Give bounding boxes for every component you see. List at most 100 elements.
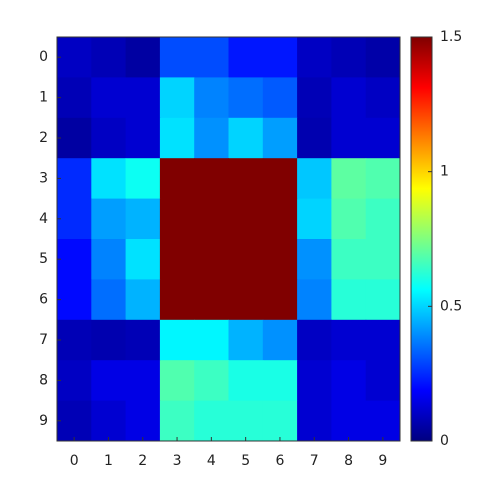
colorbar-tick-label: 1.5 [440, 29, 462, 45]
heatmap-cell [297, 117, 332, 159]
x-tick-label: 2 [138, 453, 147, 469]
heatmap-cell [228, 77, 264, 119]
heatmap-cells [57, 37, 401, 442]
heatmap-cell [365, 360, 401, 402]
heatmap-cell [125, 279, 161, 321]
heatmap-cell [331, 279, 367, 321]
heatmap-cell [228, 360, 264, 402]
heatmap-cell [331, 239, 367, 280]
heatmap-cell [159, 198, 195, 240]
heatmap-cell [228, 319, 264, 361]
plot-frame [56, 36, 401, 442]
heatmap-cell [297, 77, 332, 119]
heatmap-cell [125, 37, 161, 78]
heatmap-cell [297, 239, 332, 280]
heatmap-cell [159, 37, 195, 78]
heatmap-cell [194, 198, 229, 240]
heatmap-cell [125, 158, 161, 200]
heatmap-cell [365, 77, 401, 119]
heatmap-cell [297, 400, 332, 442]
heatmap-cell [91, 198, 127, 240]
heatmap-cell [194, 117, 229, 159]
y-tick-label: 1 [39, 90, 48, 106]
heatmap-cell [91, 239, 127, 280]
heatmap-cell [228, 117, 264, 159]
colorbar-tick-label: 0 [440, 433, 449, 449]
heatmap-cell [365, 158, 401, 200]
heatmap-cell [57, 319, 92, 361]
heatmap-cell [262, 239, 298, 280]
y-tick-label: 9 [39, 413, 48, 429]
x-tick-label: 3 [173, 453, 182, 469]
heatmap-cell [365, 37, 401, 78]
heatmap-cell [262, 158, 298, 200]
heatmap-cell [228, 158, 264, 200]
heatmap-cell [125, 239, 161, 280]
heatmap-cell [194, 37, 229, 78]
heatmap-cell [91, 77, 127, 119]
x-tick-label: 9 [378, 453, 387, 469]
heatmap-cell [365, 319, 401, 361]
heatmap-cell [262, 279, 298, 321]
y-tick-label: 8 [39, 372, 48, 388]
y-tick-label: 6 [39, 292, 48, 308]
heatmap-cell [125, 319, 161, 361]
y-tick-label: 4 [39, 211, 48, 227]
x-tick-label: 6 [275, 453, 284, 469]
heatmap-cell [125, 198, 161, 240]
x-tick-label: 4 [207, 453, 216, 469]
x-tick-label: 8 [344, 453, 353, 469]
heatmap-cell [159, 77, 195, 119]
heatmap-cell [194, 279, 229, 321]
heatmap-cell [228, 239, 264, 280]
heatmap-cell [194, 360, 229, 402]
heatmap-cell [91, 400, 127, 442]
heatmap-cell [228, 279, 264, 321]
heatmap-cell [262, 37, 298, 78]
heatmap-cell [194, 239, 229, 280]
heatmap-cell [159, 279, 195, 321]
heatmap-cell [262, 319, 298, 361]
heatmap-cell [365, 117, 401, 159]
heatmap-cell [91, 117, 127, 159]
y-tick-label: 2 [39, 130, 48, 146]
heatmap-cell [262, 198, 298, 240]
heatmap-cell [331, 117, 367, 159]
heatmap-cell [57, 117, 92, 159]
heatmap-cell [297, 319, 332, 361]
heatmap-cell [159, 158, 195, 200]
x-tick-label: 5 [241, 453, 250, 469]
heatmap-cell [331, 77, 367, 119]
heatmap-cell [262, 77, 298, 119]
heatmap-cell [57, 77, 92, 119]
heatmap-cell [57, 279, 92, 321]
heatmap-cell [331, 360, 367, 402]
heatmap-cell [297, 158, 332, 200]
heatmap-cell [228, 400, 264, 442]
heatmap-cell [91, 279, 127, 321]
heatmap-cell [331, 319, 367, 361]
heatmap-cell [365, 279, 401, 321]
x-tick-label: 1 [104, 453, 113, 469]
heatmap-cell [57, 37, 92, 78]
heatmap-cell [91, 360, 127, 402]
heatmap-cell [159, 319, 195, 361]
heatmap-cell [331, 400, 367, 442]
heatmap-cell [228, 37, 264, 78]
heatmap-cell [262, 400, 298, 442]
x-tick-label: 7 [310, 453, 319, 469]
heatmap-cell [365, 198, 401, 240]
heatmap-cell [365, 239, 401, 280]
heatmap-cell [331, 198, 367, 240]
heatmap-cell [91, 37, 127, 78]
heatmap-cell [159, 400, 195, 442]
heatmap-cell [262, 360, 298, 402]
heatmap-cell [297, 279, 332, 321]
heatmap-cell [159, 360, 195, 402]
heatmap-cell [125, 77, 161, 119]
heatmap-cell [57, 400, 92, 442]
heatmap-cell [297, 198, 332, 240]
heatmap-cell [57, 198, 92, 240]
y-tick-label: 0 [39, 49, 48, 65]
